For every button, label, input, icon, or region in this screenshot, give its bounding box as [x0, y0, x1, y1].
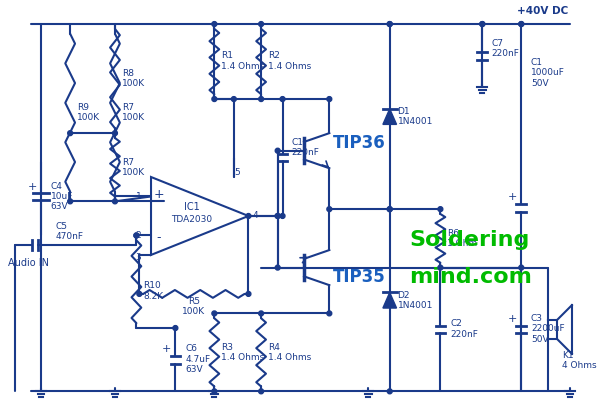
- Circle shape: [137, 292, 142, 296]
- Circle shape: [438, 265, 443, 270]
- Text: +: +: [154, 188, 164, 201]
- Circle shape: [387, 389, 392, 394]
- Circle shape: [327, 97, 332, 102]
- Circle shape: [387, 22, 392, 27]
- Circle shape: [259, 22, 263, 27]
- Text: D2
1N4001: D2 1N4001: [398, 290, 433, 310]
- Text: Audio IN: Audio IN: [8, 258, 49, 268]
- Circle shape: [212, 311, 217, 316]
- Text: mind.com: mind.com: [409, 267, 532, 287]
- Circle shape: [246, 292, 251, 296]
- Circle shape: [438, 207, 443, 212]
- Text: C5
470nF: C5 470nF: [56, 222, 83, 241]
- Text: R1
1.4 Ohms: R1 1.4 Ohms: [221, 51, 265, 71]
- Circle shape: [280, 213, 285, 218]
- Text: R5
100K: R5 100K: [182, 297, 205, 316]
- Text: R10
8.2K: R10 8.2K: [143, 281, 163, 301]
- Text: C4
10uF
63V: C4 10uF 63V: [50, 181, 73, 211]
- Circle shape: [387, 22, 392, 27]
- Circle shape: [327, 311, 332, 316]
- Text: D1
1N4001: D1 1N4001: [398, 107, 433, 126]
- Text: C3
2200uF
50V: C3 2200uF 50V: [531, 314, 565, 344]
- Circle shape: [275, 148, 280, 153]
- Circle shape: [68, 199, 73, 204]
- Text: C6
4.7uF
63V: C6 4.7uF 63V: [185, 344, 210, 374]
- Circle shape: [113, 131, 118, 136]
- Text: Soldering: Soldering: [409, 230, 530, 250]
- Circle shape: [232, 97, 236, 102]
- Polygon shape: [383, 109, 397, 124]
- Text: R8
100K: R8 100K: [122, 69, 145, 88]
- Circle shape: [387, 207, 392, 212]
- Circle shape: [519, 22, 524, 27]
- Text: R6
1 Ohm: R6 1 Ohm: [447, 229, 478, 248]
- Text: +40V DC: +40V DC: [517, 6, 568, 16]
- Text: 5: 5: [234, 168, 239, 177]
- Text: R3
1.4 Ohms: R3 1.4 Ohms: [221, 343, 265, 362]
- Text: K1
4 Ohms: K1 4 Ohms: [562, 351, 597, 370]
- Text: R2
1.4 Ohms: R2 1.4 Ohms: [268, 51, 311, 71]
- Text: R7
100K: R7 100K: [122, 103, 145, 122]
- Circle shape: [275, 213, 280, 218]
- Text: IC1: IC1: [184, 202, 200, 212]
- Circle shape: [212, 22, 217, 27]
- Text: C2
220nF: C2 220nF: [450, 319, 478, 339]
- Polygon shape: [383, 292, 397, 308]
- Circle shape: [246, 213, 251, 218]
- Circle shape: [68, 131, 73, 136]
- Text: C7
220nF: C7 220nF: [491, 39, 519, 58]
- Text: 1: 1: [136, 192, 141, 201]
- Circle shape: [173, 326, 178, 330]
- Text: +: +: [508, 192, 517, 202]
- Circle shape: [259, 311, 263, 316]
- Text: +: +: [162, 344, 171, 354]
- Circle shape: [134, 233, 139, 238]
- Circle shape: [519, 22, 524, 27]
- Circle shape: [259, 389, 263, 394]
- Text: +: +: [508, 314, 517, 324]
- Circle shape: [212, 389, 217, 394]
- Text: TIP35: TIP35: [333, 268, 386, 286]
- Circle shape: [480, 22, 485, 27]
- Circle shape: [134, 233, 139, 238]
- Text: -: -: [157, 231, 161, 244]
- Text: TDA2030: TDA2030: [172, 215, 212, 224]
- Text: +: +: [28, 182, 37, 192]
- Circle shape: [275, 213, 280, 218]
- Circle shape: [387, 207, 392, 212]
- Text: C1
1000uF
50V: C1 1000uF 50V: [531, 58, 565, 88]
- Circle shape: [280, 97, 285, 102]
- Circle shape: [480, 22, 485, 27]
- Circle shape: [275, 265, 280, 270]
- Circle shape: [212, 97, 217, 102]
- Text: R4
1.4 Ohms: R4 1.4 Ohms: [268, 343, 311, 362]
- Text: 3: 3: [136, 253, 141, 262]
- Text: C1
220nF: C1 220nF: [292, 138, 319, 158]
- Text: TIP36: TIP36: [333, 134, 386, 152]
- Circle shape: [327, 207, 332, 212]
- Circle shape: [113, 199, 118, 204]
- Circle shape: [259, 97, 263, 102]
- Text: R7
100K: R7 100K: [122, 158, 145, 177]
- Circle shape: [519, 265, 524, 270]
- Text: 4: 4: [253, 211, 258, 220]
- Text: 2: 2: [136, 231, 141, 240]
- Text: R9
100K: R9 100K: [77, 103, 100, 122]
